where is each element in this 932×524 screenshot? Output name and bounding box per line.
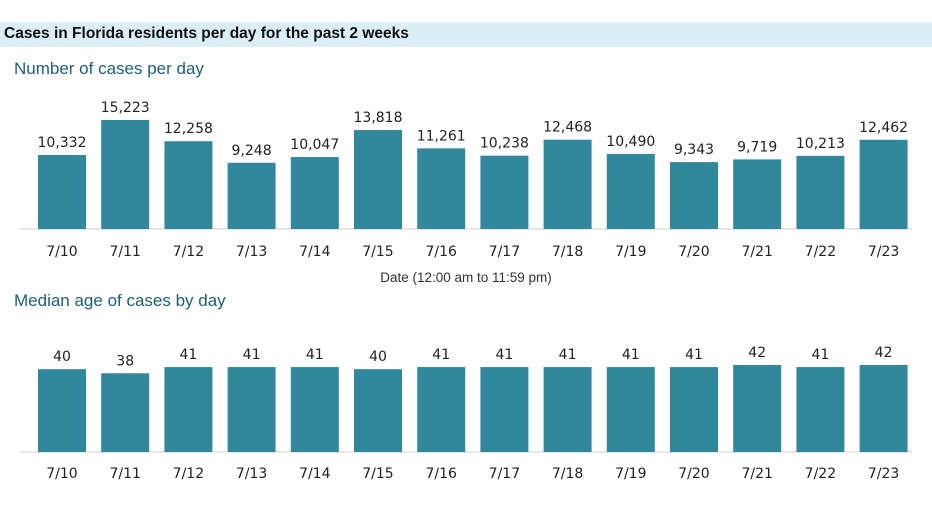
bar-7-18 (543, 367, 592, 452)
bar-7-10 (38, 155, 86, 229)
cases-x-axis-label: Date (12:00 am to 11:59 pm) (380, 270, 552, 285)
bar-7-16 (417, 367, 466, 452)
bar-7-17 (480, 367, 529, 452)
data-label: 12,468 (543, 120, 592, 136)
bar-7-18 (543, 139, 592, 229)
data-label: 41 (179, 347, 197, 363)
median-age-chart-title: Median age of cases by day (14, 291, 226, 310)
x-tick-label: 7/21 (741, 244, 772, 260)
bar-7-13 (227, 367, 276, 452)
bar-7-22 (796, 367, 845, 452)
bar-7-23 (859, 365, 908, 452)
median-age-bar-chart: 40 7/10 38 7/11 41 7/12 41 7/13 41 7/14 40 7/15 41 7/… (20, 345, 912, 482)
x-tick-label: 7/10 (46, 244, 77, 260)
x-tick-label: 7/18 (552, 466, 583, 482)
data-label: 38 (116, 353, 134, 369)
data-label: 41 (622, 347, 640, 363)
x-tick-label: 7/20 (678, 244, 709, 260)
bar-7-11 (101, 120, 150, 229)
data-label: 10,047 (290, 137, 339, 153)
bar-7-20 (670, 367, 718, 452)
bar-7-16 (417, 148, 466, 229)
x-tick-label: 7/12 (173, 244, 204, 260)
x-tick-label: 7/17 (489, 466, 520, 482)
x-tick-label: 7/14 (299, 466, 331, 482)
data-label: 41 (306, 347, 324, 363)
x-tick-label: 7/23 (868, 244, 899, 260)
x-tick-label: 7/16 (425, 244, 457, 260)
page-title: Cases in Florida residents per day for t… (4, 25, 409, 42)
data-label: 41 (685, 347, 703, 363)
data-label: 41 (811, 347, 829, 363)
bar-7-15 (354, 369, 402, 452)
x-tick-label: 7/12 (173, 466, 204, 482)
data-label: 41 (495, 347, 513, 363)
bar-7-19 (606, 153, 655, 229)
data-label: 10,238 (480, 136, 529, 152)
x-tick-label: 7/22 (805, 466, 836, 482)
bar-7-11 (101, 373, 150, 452)
x-tick-label: 7/15 (362, 466, 393, 482)
bar-7-23 (859, 139, 908, 229)
bar-7-22 (796, 155, 845, 229)
data-label: 10,332 (38, 135, 87, 151)
x-tick-label: 7/11 (109, 244, 140, 260)
data-label: 11,261 (417, 128, 466, 144)
x-tick-label: 7/14 (299, 244, 331, 260)
bar-7-17 (480, 155, 529, 229)
header-band: Cases in Florida residents per day for t… (0, 22, 932, 47)
x-tick-label: 7/20 (678, 466, 709, 482)
data-label: 9,343 (674, 142, 714, 158)
x-tick-label: 7/13 (236, 244, 267, 260)
x-tick-label: 7/21 (741, 466, 772, 482)
data-label: 13,818 (354, 110, 403, 126)
x-tick-label: 7/23 (868, 466, 899, 482)
data-label: 40 (369, 349, 387, 365)
bar-7-19 (606, 367, 655, 452)
x-tick-label: 7/11 (109, 466, 140, 482)
x-tick-label: 7/18 (552, 244, 583, 260)
bar-7-15 (354, 130, 402, 229)
x-tick-label: 7/15 (362, 244, 393, 260)
bar-7-12 (164, 141, 213, 229)
bar-7-14 (290, 157, 339, 229)
data-label: 10,490 (606, 134, 655, 150)
data-label: 12,462 (859, 120, 908, 136)
data-label: 15,223 (101, 100, 150, 116)
bar-7-21 (733, 365, 782, 452)
data-label: 10,213 (796, 136, 845, 152)
data-label: 42 (875, 345, 893, 361)
x-tick-label: 7/19 (615, 466, 646, 482)
data-label: 41 (432, 347, 450, 363)
x-tick-label: 7/19 (615, 244, 646, 260)
data-label: 42 (748, 345, 766, 361)
x-tick-label: 7/16 (425, 466, 457, 482)
data-label: 9,719 (737, 139, 777, 155)
bar-7-13 (227, 162, 276, 229)
x-tick-label: 7/17 (489, 244, 520, 260)
bar-7-21 (733, 159, 782, 229)
bar-7-10 (38, 369, 86, 452)
cases-chart-title: Number of cases per day (14, 59, 204, 78)
x-tick-label: 7/10 (46, 466, 77, 482)
data-label: 41 (559, 347, 577, 363)
cases-bar-chart: 10,332 7/10 15,223 7/11 12,258 7/12 9,248 7/13 1… (20, 100, 912, 260)
data-label: 12,258 (164, 121, 213, 137)
bar-7-14 (290, 367, 339, 452)
x-tick-label: 7/13 (236, 466, 267, 482)
data-label: 9,248 (232, 143, 272, 159)
data-label: 40 (53, 349, 71, 365)
x-tick-label: 7/22 (805, 244, 836, 260)
data-label: 41 (243, 347, 261, 363)
bar-7-12 (164, 367, 213, 452)
bar-7-20 (670, 162, 718, 229)
